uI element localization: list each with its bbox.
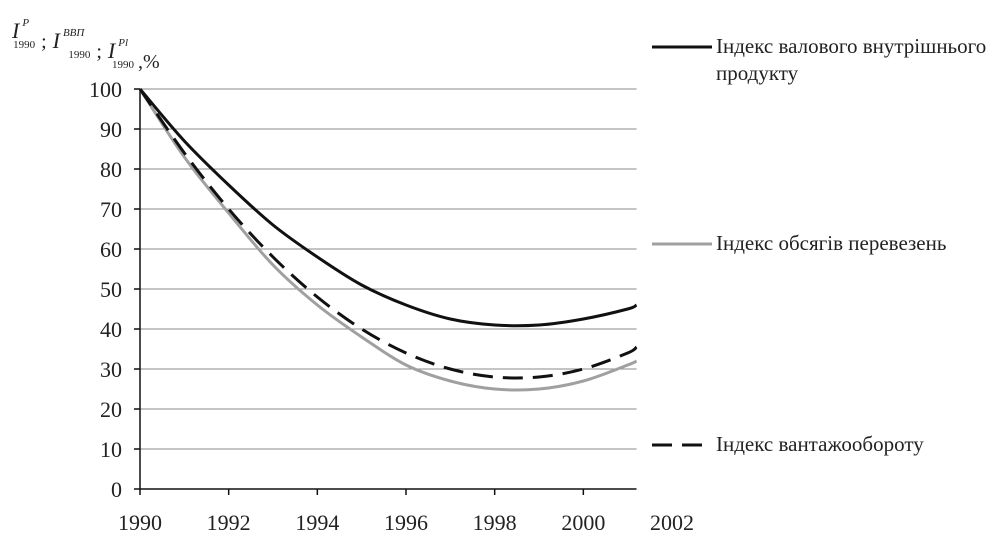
sub: 1990 (68, 49, 91, 61)
y-axis-label: I P 1990; I ВВП 1990; I Pl 1990,% (11, 17, 160, 73)
series-line (138, 88, 638, 380)
symbol: I (11, 18, 21, 43)
x-tick-label: 1994 (295, 510, 339, 535)
series-line (138, 88, 638, 328)
legend-label: Індекс обсягів перевезень (716, 231, 947, 255)
legend-label: Індекс валового внутрішнього продукту (716, 34, 987, 85)
separator: ; (96, 41, 102, 63)
sup: P (21, 17, 29, 29)
sub: 1990 (112, 59, 135, 71)
x-tick-label: 1996 (384, 510, 428, 535)
series-line (138, 88, 638, 392)
legend-label: Індекс вантажообороту (716, 432, 924, 456)
y-tick-label: 10 (100, 437, 122, 462)
sub: 1990 (13, 39, 36, 51)
x-tick-label: 1990 (118, 510, 162, 535)
x-tick-label: 2000 (561, 510, 605, 535)
y-tick-label: 20 (100, 397, 122, 422)
x-tick-label: 2002 (650, 510, 694, 535)
sup: Pl (117, 37, 128, 49)
x-tick-label: 1992 (207, 510, 251, 535)
sup: ВВП (63, 27, 85, 39)
y-tick-label: 0 (111, 477, 122, 502)
separator: ; (41, 31, 47, 53)
y-tick-label: 30 (100, 357, 122, 382)
symbol: I (52, 28, 62, 53)
x-tick-label: 1998 (473, 510, 517, 535)
y-tick-label: 90 (100, 117, 122, 142)
symbol: I (107, 38, 117, 63)
unit: ,% (138, 51, 160, 73)
y-tick-label: 40 (100, 317, 122, 342)
y-tick-label: 70 (100, 197, 122, 222)
y-tick-label: 50 (100, 277, 122, 302)
y-tick-label: 80 (100, 157, 122, 182)
y-tick-label: 60 (100, 237, 122, 262)
y-tick-label: 100 (89, 77, 122, 102)
